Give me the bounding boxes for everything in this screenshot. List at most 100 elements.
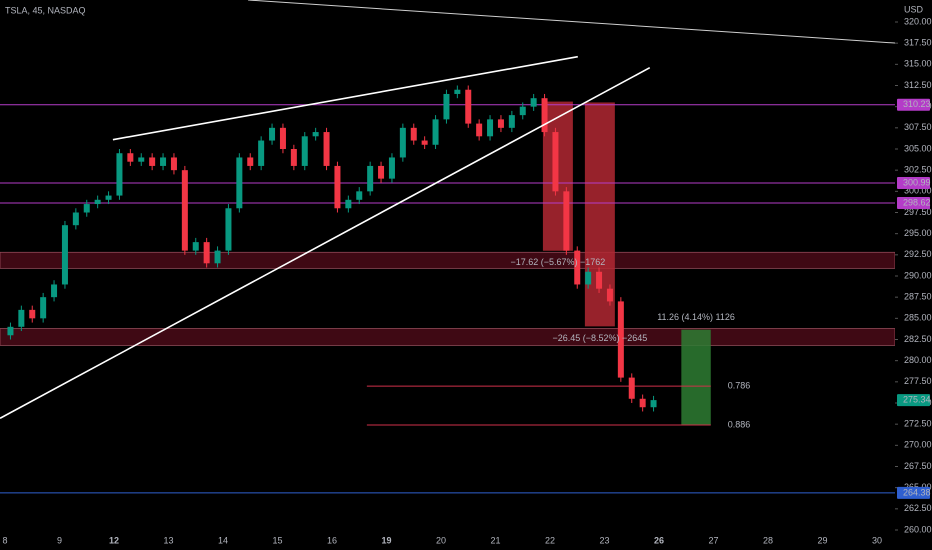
level-tag xyxy=(897,197,930,210)
trendline xyxy=(248,0,895,44)
y-tick-label: 297.50 xyxy=(904,207,932,217)
chart-title: TSLA, 45, NASDAQ xyxy=(5,5,86,15)
x-tick-label: 16 xyxy=(327,535,337,545)
candle-body xyxy=(192,242,199,251)
candle-body xyxy=(7,326,14,336)
measure-box xyxy=(681,329,711,426)
y-tick-label: 285.00 xyxy=(904,313,932,323)
y-tick-label: 320.00 xyxy=(904,16,932,26)
candle-body xyxy=(170,157,177,171)
x-tick-label: 8 xyxy=(2,535,7,545)
candle-body xyxy=(367,165,374,192)
zone xyxy=(0,251,895,269)
candle-body xyxy=(258,140,265,166)
x-tick-label: 30 xyxy=(872,535,882,545)
x-tick-label: 22 xyxy=(545,535,555,545)
candle-body xyxy=(105,195,112,200)
candle-body xyxy=(279,127,286,149)
y-tick-label: 277.50 xyxy=(904,376,932,386)
trendline xyxy=(112,55,578,141)
candle-body xyxy=(269,127,276,141)
candle-body xyxy=(388,157,395,179)
candle-body xyxy=(650,400,657,408)
y-tick-label: 267.50 xyxy=(904,461,932,471)
y-tick-label: 312.50 xyxy=(904,80,932,90)
candle-body xyxy=(487,119,494,137)
y-tick-label: 262.50 xyxy=(904,503,932,513)
measure-label: 11.26 (4.14%) 1126 xyxy=(657,312,735,322)
candle-body xyxy=(61,225,68,285)
y-tick-label: 292.50 xyxy=(904,249,932,259)
candle-body xyxy=(160,157,167,166)
x-tick-label: 28 xyxy=(763,535,773,545)
level-tag-label: 298.62 xyxy=(903,197,931,207)
candle-body xyxy=(574,250,581,285)
y-tick-label: 300.00 xyxy=(904,186,932,196)
candle-body xyxy=(432,119,439,145)
candle-body xyxy=(149,157,156,166)
y-tick-label: 307.50 xyxy=(904,122,932,132)
candle-body xyxy=(378,165,385,179)
candle-body xyxy=(323,132,330,166)
candle-body xyxy=(585,271,592,285)
y-tick-label: 290.00 xyxy=(904,270,932,280)
candle-body xyxy=(410,127,417,141)
level-tag xyxy=(897,98,930,111)
y-tick-label: 272.50 xyxy=(904,419,932,429)
candle-body xyxy=(138,157,145,162)
level-tag xyxy=(897,486,930,499)
candle-body xyxy=(290,149,297,166)
candle-body xyxy=(476,123,483,137)
y-tick-label: 282.50 xyxy=(904,334,932,344)
candle-body xyxy=(40,297,47,319)
measure-label: −26.45 (−8.52%) −2645 xyxy=(552,333,647,343)
candle-body xyxy=(454,89,461,94)
x-tick-label: 26 xyxy=(654,535,664,545)
candle-body xyxy=(334,165,341,209)
trendline xyxy=(0,67,651,419)
x-tick-label: 14 xyxy=(218,535,228,545)
candle-body xyxy=(127,153,134,162)
candle-body xyxy=(247,157,254,166)
candle-body xyxy=(628,377,635,399)
candle-body xyxy=(72,212,79,226)
x-tick-label: 19 xyxy=(381,535,391,545)
x-tick-label: 21 xyxy=(490,535,500,545)
x-tick-label: 13 xyxy=(163,535,173,545)
measure-label: −17.62 (−5.67%) −1762 xyxy=(510,257,605,267)
level-tag xyxy=(897,176,930,189)
level-tag-label: 264.38 xyxy=(903,487,931,497)
candle-body xyxy=(606,288,613,302)
candle-body xyxy=(519,106,526,116)
candle-body xyxy=(116,153,123,196)
candle-body xyxy=(639,398,646,408)
y-tick-label: 280.00 xyxy=(904,355,932,365)
currency-label: USD xyxy=(904,4,924,14)
candle-body xyxy=(497,119,504,128)
candle-body xyxy=(399,127,406,158)
candle-body xyxy=(541,98,548,133)
x-tick-label: 20 xyxy=(436,535,446,545)
candle-body xyxy=(94,199,101,205)
x-tick-label: 27 xyxy=(708,535,718,545)
level-tag-label: 310.23 xyxy=(903,99,931,109)
y-tick-label: 317.50 xyxy=(904,38,932,48)
candle-body xyxy=(51,284,58,298)
candle-body xyxy=(18,309,25,327)
candle-body xyxy=(356,191,363,200)
candle-body xyxy=(236,157,243,209)
x-tick-label: 9 xyxy=(57,535,62,545)
candle-body xyxy=(83,204,90,213)
y-tick-label: 260.00 xyxy=(904,524,932,534)
last-price-tag xyxy=(897,394,930,407)
y-tick-label: 315.00 xyxy=(904,59,932,69)
candle-body xyxy=(465,89,472,124)
candle-body xyxy=(345,199,352,209)
x-tick-label: 15 xyxy=(272,535,282,545)
y-tick-label: 287.50 xyxy=(904,292,932,302)
candle-body xyxy=(301,136,308,166)
y-tick-label: 270.00 xyxy=(904,440,932,450)
level-tag-label: 300.99 xyxy=(903,177,931,187)
y-tick-label: 302.50 xyxy=(904,165,932,175)
